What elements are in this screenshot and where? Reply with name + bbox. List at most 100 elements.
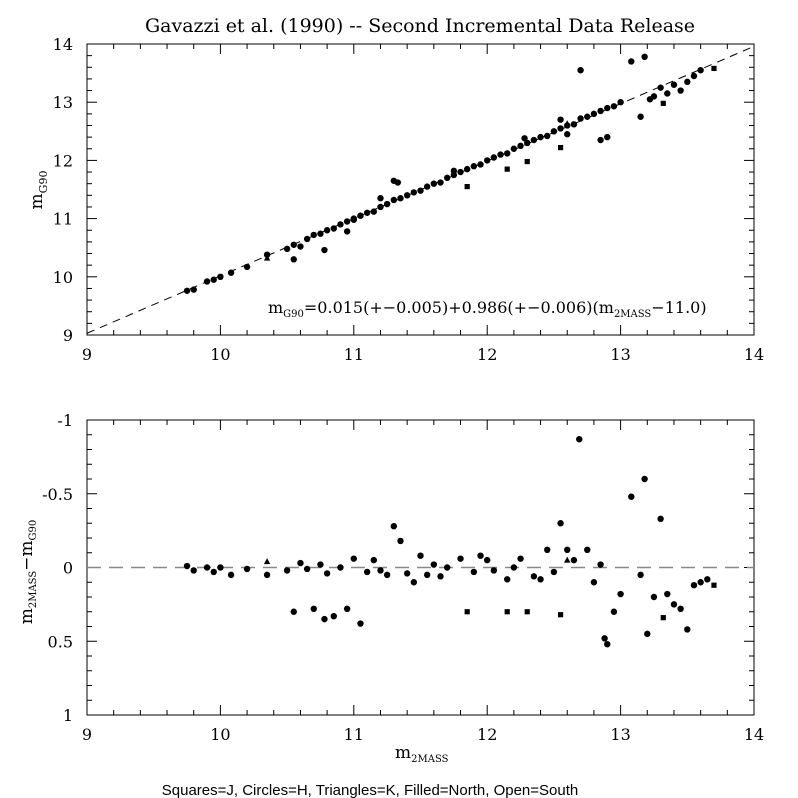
top-point-circle [443, 174, 451, 182]
top-point-circle [521, 135, 528, 142]
bottom-point-circle [383, 571, 391, 579]
top-point-circle [477, 161, 484, 168]
bottom-point-circle [664, 590, 671, 598]
bottom-point-circle [310, 605, 317, 612]
bottom-ylabel-b: −m [17, 540, 37, 570]
bottom-y-tick-label: 1 [63, 706, 73, 725]
bottom-point-circle [403, 570, 411, 577]
top-x-tick-label: 9 [82, 345, 92, 364]
top-point-circle [604, 104, 611, 112]
top-point-circle [423, 183, 431, 190]
top-point-circle [243, 263, 251, 271]
bottom-point-circle [217, 564, 224, 571]
bottom-point-circle [610, 608, 618, 615]
top-y-tick-label: 10 [53, 268, 73, 287]
top-point-circle [203, 278, 211, 285]
top-point-circle [310, 231, 317, 239]
bottom-point-circle [628, 493, 635, 500]
top-x-tick-label: 12 [477, 345, 497, 364]
bottom-point-circle [537, 576, 544, 583]
bottom-point-circle [397, 537, 404, 545]
top-point-square [557, 144, 564, 151]
bottom-point-circle [570, 556, 578, 564]
top-point-circle [377, 203, 384, 211]
top-point-circle [497, 151, 504, 158]
top-point-circle [557, 125, 564, 132]
top-fit-line [86, 45, 755, 334]
bottom-point-square [524, 609, 530, 615]
bottom-point-circle [457, 555, 464, 562]
top-point-circle [337, 221, 344, 228]
bottom-x-tick-label: 14 [744, 725, 764, 744]
top-point-circle [504, 150, 511, 157]
top-point-circle [610, 103, 618, 110]
top-point-circle [577, 66, 584, 74]
bottom-point-circle [317, 561, 324, 568]
bottom-point-circle [443, 564, 451, 571]
top-point-circle [604, 133, 611, 141]
bottom-x-tick-label: 12 [477, 725, 497, 744]
top-y-tick-label: 11 [53, 210, 73, 229]
bottom-x-tick-label: 11 [344, 725, 364, 744]
bottom-point-circle [423, 571, 431, 579]
bottom-point-circle [203, 564, 211, 571]
top-point-circle [321, 246, 328, 254]
top-point-circle [641, 53, 648, 61]
top-point-circle [484, 157, 491, 164]
bottom-point-circle [641, 475, 648, 483]
bottom-axis-ticks: 9 10 11 12 13 14 1 0.5 0 -0.5 -1 [42, 411, 764, 744]
bottom-point-circle [601, 635, 608, 642]
top-point-square [504, 166, 510, 172]
annotation-part-a-sub: G90 [283, 309, 304, 320]
bottom-point-circle [430, 561, 438, 568]
bottom-point-circle [477, 552, 484, 559]
top-point-circle [410, 189, 418, 196]
bottom-ylabel-a-sub: 2MASS [28, 571, 39, 608]
bottom-point-circle [677, 605, 684, 612]
top-point-circle [390, 196, 398, 204]
top-point-circle [550, 128, 558, 135]
annotation-part-b-sub: 2MASS [614, 309, 651, 320]
top-point-circle [597, 107, 604, 115]
top-point-circle [357, 212, 364, 219]
bottom-point-circle [557, 520, 564, 527]
top-point-circle [490, 154, 498, 161]
bottom-point-circle [597, 561, 604, 568]
bottom-point-circle [564, 546, 571, 553]
bottom-x-tick-label: 10 [210, 725, 230, 744]
bottom-xlabel-sub: 2MASS [411, 754, 448, 765]
top-point-circle [657, 84, 664, 91]
top-point-square [660, 100, 666, 106]
top-ylabel-sub: G90 [37, 171, 50, 194]
top-point-square [711, 65, 717, 72]
bottom-point-circle [544, 546, 551, 553]
top-point-square [464, 183, 470, 190]
bottom-y-tick-label: -1 [57, 411, 73, 430]
bottom-point-square [711, 582, 717, 588]
bottom-point-circle [504, 576, 511, 583]
top-point-circle [437, 179, 444, 186]
top-point-circle [557, 116, 564, 123]
bottom-point-circle [704, 576, 711, 583]
bottom-point-circle [550, 568, 558, 576]
top-point-circle [570, 121, 578, 128]
bottom-xlabel-main: m [395, 743, 411, 763]
bottom-point-circle [470, 568, 478, 576]
top-point-circle [183, 287, 191, 294]
top-point-triangle [564, 120, 571, 127]
bottom-point-circle [576, 435, 583, 443]
top-point-circle [377, 195, 384, 202]
bottom-point-square [464, 609, 470, 615]
top-point-circle [397, 195, 404, 202]
bottom-point-circle [437, 573, 444, 580]
top-point-circle [617, 99, 624, 106]
bottom-point-circle [243, 565, 251, 573]
top-x-tick-label: 10 [210, 345, 230, 364]
bottom-point-circle [650, 593, 658, 601]
bottom-point-circle [510, 564, 518, 571]
top-point-circle [697, 66, 704, 74]
top-point-circle [394, 179, 402, 186]
top-point-circle [537, 133, 544, 141]
bottom-point-circle [190, 567, 197, 574]
